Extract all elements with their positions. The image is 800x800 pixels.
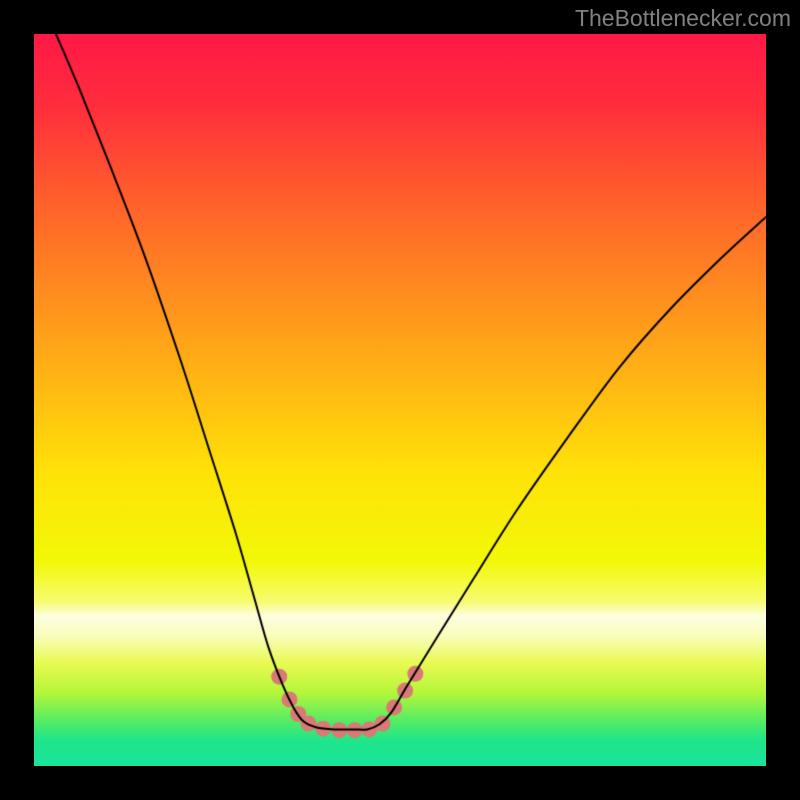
watermark-label: TheBottlenecker.com: [575, 5, 791, 32]
chart-stage: TheBottlenecker.com: [0, 0, 800, 800]
bottleneck-curve-canvas: [0, 0, 800, 800]
